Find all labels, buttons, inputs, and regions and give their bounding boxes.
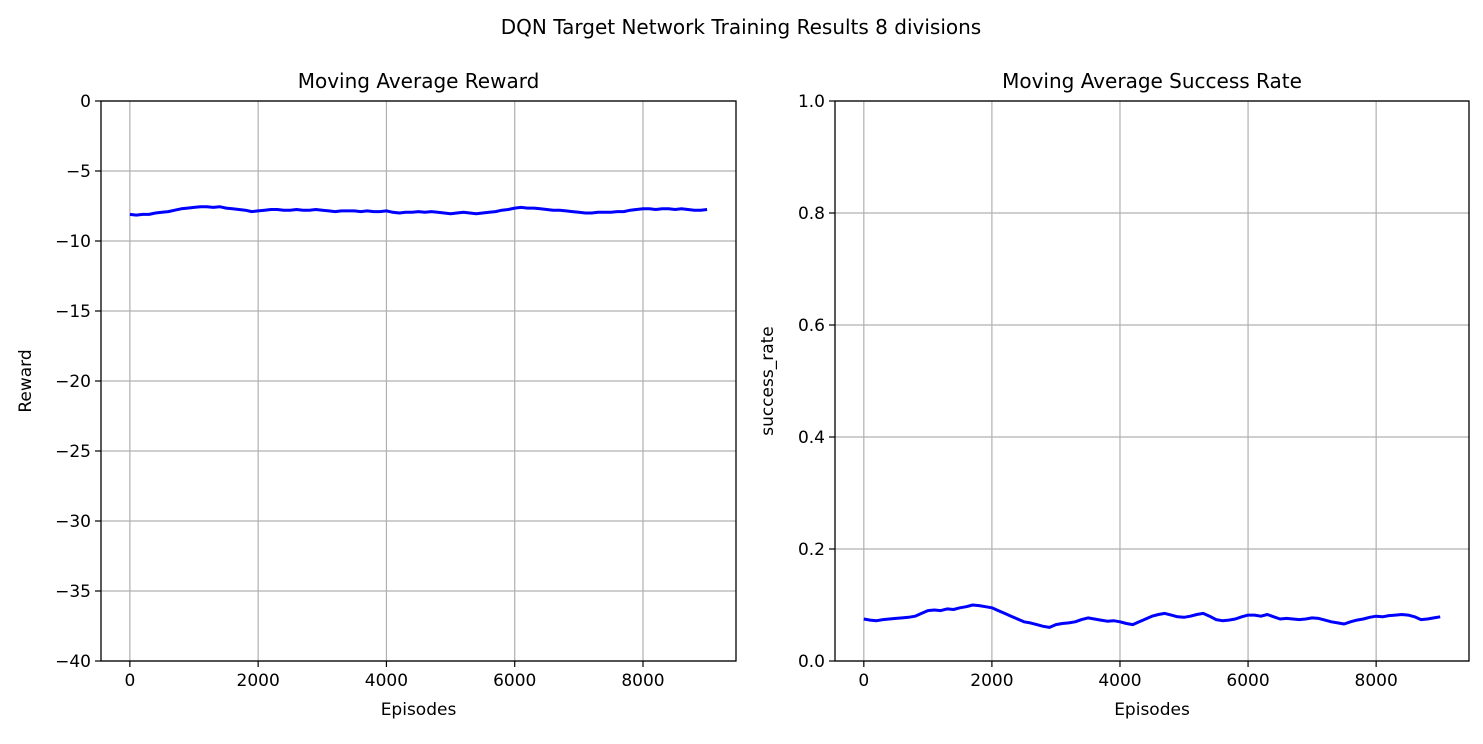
chart-2-y-axis-label: success_rate bbox=[758, 326, 778, 436]
chart-2-x-tick-label: 8000 bbox=[1355, 671, 1398, 691]
chart-2-y-tick-label: 0.2 bbox=[798, 540, 825, 560]
chart-1-x-tick-label: 0 bbox=[124, 671, 135, 691]
chart-1-y-tick-label: −5 bbox=[66, 162, 91, 182]
chart-2-x-axis-label: Episodes bbox=[1114, 700, 1190, 720]
chart-1-axes: 0 2000 4000 6000 8000 0 −5 −10 −15 −20 −25 −30 −35 −4… bbox=[16, 69, 737, 720]
chart-1-x-tick-label: 4000 bbox=[365, 671, 408, 691]
chart-1-x-tick-label: 8000 bbox=[621, 671, 664, 691]
chart-1-y-tick-label: −30 bbox=[55, 512, 91, 532]
chart-1-x-axis-label: Episodes bbox=[381, 700, 457, 720]
chart-2-y-tick-label: 0.8 bbox=[798, 204, 825, 224]
chart-1-y-axis-label: Reward bbox=[16, 349, 36, 412]
chart-2-y-tick-label: 0.6 bbox=[798, 316, 825, 336]
chart-2-series-line bbox=[863, 603, 1441, 629]
chart-1-title: Moving Average Reward bbox=[298, 69, 540, 93]
chart-2-axes: 0 2000 4000 6000 8000 0.0 0.2 0.4 0.6 0.8 1.0 Movin… bbox=[758, 69, 1470, 720]
chart-2-frame bbox=[834, 100, 1470, 662]
chart-1-series-line bbox=[129, 205, 708, 217]
chart-1-y-tick-label: −35 bbox=[55, 582, 91, 602]
chart-1-y-tick-label: −25 bbox=[55, 442, 91, 462]
chart-2-y-tick-label: 0.0 bbox=[798, 652, 825, 672]
chart-1-y-tick-label: −40 bbox=[55, 652, 91, 672]
chart-2-y-tick-label: 1.0 bbox=[798, 92, 825, 112]
chart-1-x-tick-label: 6000 bbox=[493, 671, 536, 691]
chart-2-x-tick-label: 2000 bbox=[970, 671, 1013, 691]
chart-1-y-tick-label: −20 bbox=[55, 372, 91, 392]
chart-1-y-tick-label: −15 bbox=[55, 302, 91, 322]
chart-2-x-tick-label: 6000 bbox=[1226, 671, 1269, 691]
chart-2-title: Moving Average Success Rate bbox=[1002, 69, 1302, 93]
chart-1-y-tick-label: −10 bbox=[55, 232, 91, 252]
chart-1-x-tick-label: 2000 bbox=[237, 671, 280, 691]
figure-suptitle: DQN Target Network Training Results 8 di… bbox=[501, 15, 981, 39]
chart-2-x-tick-label: 4000 bbox=[1098, 671, 1141, 691]
chart-2-x-tick-label: 0 bbox=[858, 671, 869, 691]
chart-1-y-tick-label: 0 bbox=[80, 92, 91, 112]
chart-2-y-tick-label: 0.4 bbox=[798, 428, 825, 448]
